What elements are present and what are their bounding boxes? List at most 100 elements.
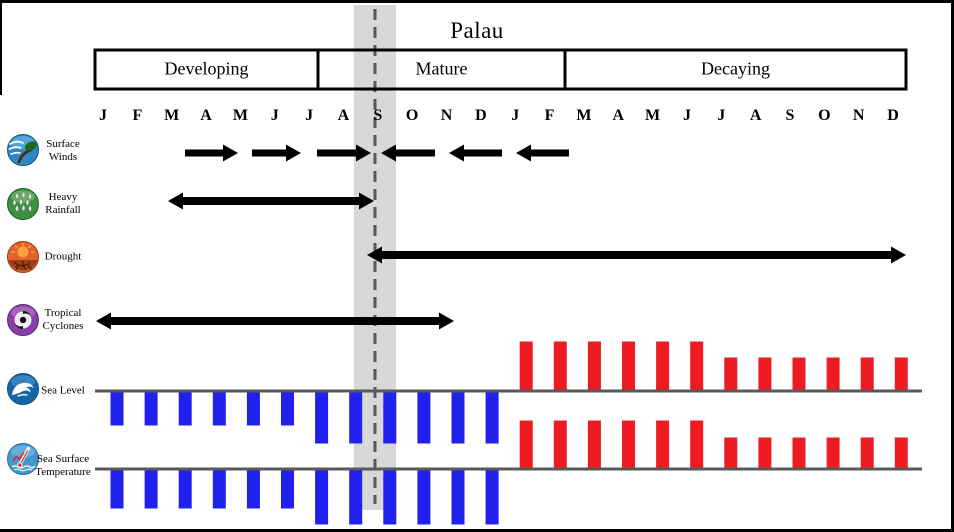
sea-level-bar-below-normal	[485, 392, 499, 444]
heavy-rainfall-arrowhead	[168, 192, 183, 210]
phase-label-decaying: Decaying	[701, 58, 770, 79]
month-label: J	[717, 107, 726, 124]
month-label: F	[544, 107, 555, 124]
sea-surface-temperature-bar-above-normal	[826, 437, 840, 468]
sea-level-bar-above-normal	[656, 341, 670, 390]
sea-surface-temperature-bar-above-normal	[724, 437, 738, 468]
month-label: M	[576, 107, 592, 124]
month-label: A	[749, 107, 762, 124]
surface-winds-arrowhead	[223, 144, 238, 162]
month-label: F	[132, 107, 143, 124]
sea-surface-temperature-bar-below-normal	[281, 470, 294, 509]
month-label: J	[511, 107, 520, 124]
sea-surface-temperature-bar-above-normal	[587, 420, 601, 468]
surface-winds-arrowhead	[286, 144, 301, 162]
sea-surface-temperature-bar-above-normal	[758, 437, 772, 468]
sea-level-bar-above-normal	[724, 357, 738, 390]
month-label: N	[440, 107, 453, 124]
month-label: M	[645, 107, 661, 124]
surface-winds-arrowhead	[381, 144, 396, 162]
tropical-cyclones-arrowhead	[96, 312, 111, 330]
sea-surface-temperature-bar-below-normal	[349, 470, 363, 525]
frame-border-bottom	[0, 529, 954, 532]
sea-surface-temperature-bar-above-normal	[894, 437, 908, 468]
sea-level-bar-above-normal	[519, 341, 533, 390]
sea-level-bar-below-normal	[451, 392, 465, 444]
month-label: D	[475, 107, 487, 124]
sea-level-bar-above-normal	[690, 341, 704, 390]
frame-border-right	[951, 0, 954, 532]
month-label: N	[852, 107, 865, 124]
sea-level-bar-below-normal	[349, 392, 363, 444]
sea-surface-temperature-bar-below-normal	[246, 470, 260, 509]
surface-winds-arrowhead	[449, 144, 464, 162]
ocean-wave-icon	[6, 372, 40, 406]
row-label-tropical-cyclones: Tropical Cyclones	[42, 307, 84, 332]
month-label: A	[337, 107, 350, 124]
sea-surface-temperature-bar-above-normal	[553, 420, 567, 468]
sea-surface-temperature-bar-below-normal	[451, 470, 465, 525]
sea-level-bar-above-normal	[758, 357, 772, 390]
sea-surface-temperature-bar-below-normal	[315, 470, 329, 525]
sea-surface-temperature-bar-above-normal	[622, 420, 635, 468]
month-label: O	[405, 107, 419, 124]
sea-level-bar-below-normal	[383, 392, 397, 444]
surface-winds-arrowhead	[356, 144, 371, 162]
month-label: S	[785, 107, 795, 124]
row-label-drought: Drought	[44, 250, 82, 263]
cracked-earth-sun-icon	[6, 240, 40, 274]
cyclone-icon	[6, 303, 40, 337]
sea-level-bar-below-normal	[281, 392, 294, 426]
phase-label-developing: Developing	[164, 58, 249, 79]
raindrops-icon	[6, 187, 40, 221]
wind-blown-tree-icon	[6, 133, 40, 167]
row-label-sea-level: Sea Level	[41, 384, 85, 397]
sea-level-bar-above-normal	[792, 357, 806, 390]
row-label-sea-surface-temperature: Sea Surface Temperature	[35, 453, 91, 478]
row-label-surface-winds: Surface Winds	[46, 138, 80, 163]
diagram-title: Palau	[450, 18, 504, 43]
sea-level-bar-below-normal	[110, 392, 124, 426]
sea-surface-temperature-bar-below-normal	[485, 470, 499, 525]
thermometer-sea-icon	[6, 442, 40, 476]
sea-level-bar-below-normal	[315, 392, 329, 444]
month-label: J	[682, 107, 691, 124]
month-label: M	[164, 107, 180, 124]
sea-level-bar-above-normal	[826, 357, 840, 390]
sea-surface-temperature-bar-above-normal	[519, 420, 533, 468]
phase-label-mature: Mature	[415, 58, 468, 79]
month-label: M	[232, 107, 248, 124]
row-label-heavy-rainfall: Heavy Rainfall	[45, 191, 81, 216]
sea-level-bar-above-normal	[622, 341, 635, 390]
sea-surface-temperature-bar-below-normal	[212, 470, 226, 509]
drought-arrowhead	[891, 246, 906, 264]
sea-level-bar-below-normal	[246, 392, 260, 426]
sea-surface-temperature-bar-below-normal	[144, 470, 158, 509]
peak-month-band	[354, 5, 396, 510]
sea-surface-temperature-bar-below-normal	[178, 470, 192, 509]
sea-surface-temperature-bar-below-normal	[383, 470, 397, 525]
sea-level-bar-below-normal	[212, 392, 226, 426]
month-label: A	[612, 107, 625, 124]
month-label: A	[200, 107, 212, 124]
sea-surface-temperature-bar-above-normal	[690, 420, 704, 468]
drought-arrowhead	[367, 246, 382, 264]
sea-level-bar-above-normal	[894, 357, 908, 390]
month-label: J	[99, 107, 107, 124]
sea-surface-temperature-bar-above-normal	[792, 437, 806, 468]
month-label: J	[270, 107, 279, 124]
sea-surface-temperature-bar-above-normal	[860, 437, 874, 468]
month-label: S	[373, 107, 383, 124]
month-label: O	[818, 107, 831, 124]
heavy-rainfall-arrowhead	[359, 192, 374, 210]
sea-level-bar-below-normal	[178, 392, 192, 426]
sea-level-bar-above-normal	[860, 357, 874, 390]
surface-winds-arrowhead	[516, 144, 531, 162]
frame-border-left	[0, 0, 2, 95]
sea-level-bar-above-normal	[553, 341, 567, 390]
sea-level-bar-below-normal	[417, 392, 431, 444]
month-label: J	[305, 107, 314, 124]
sea-surface-temperature-bar-below-normal	[110, 470, 124, 509]
